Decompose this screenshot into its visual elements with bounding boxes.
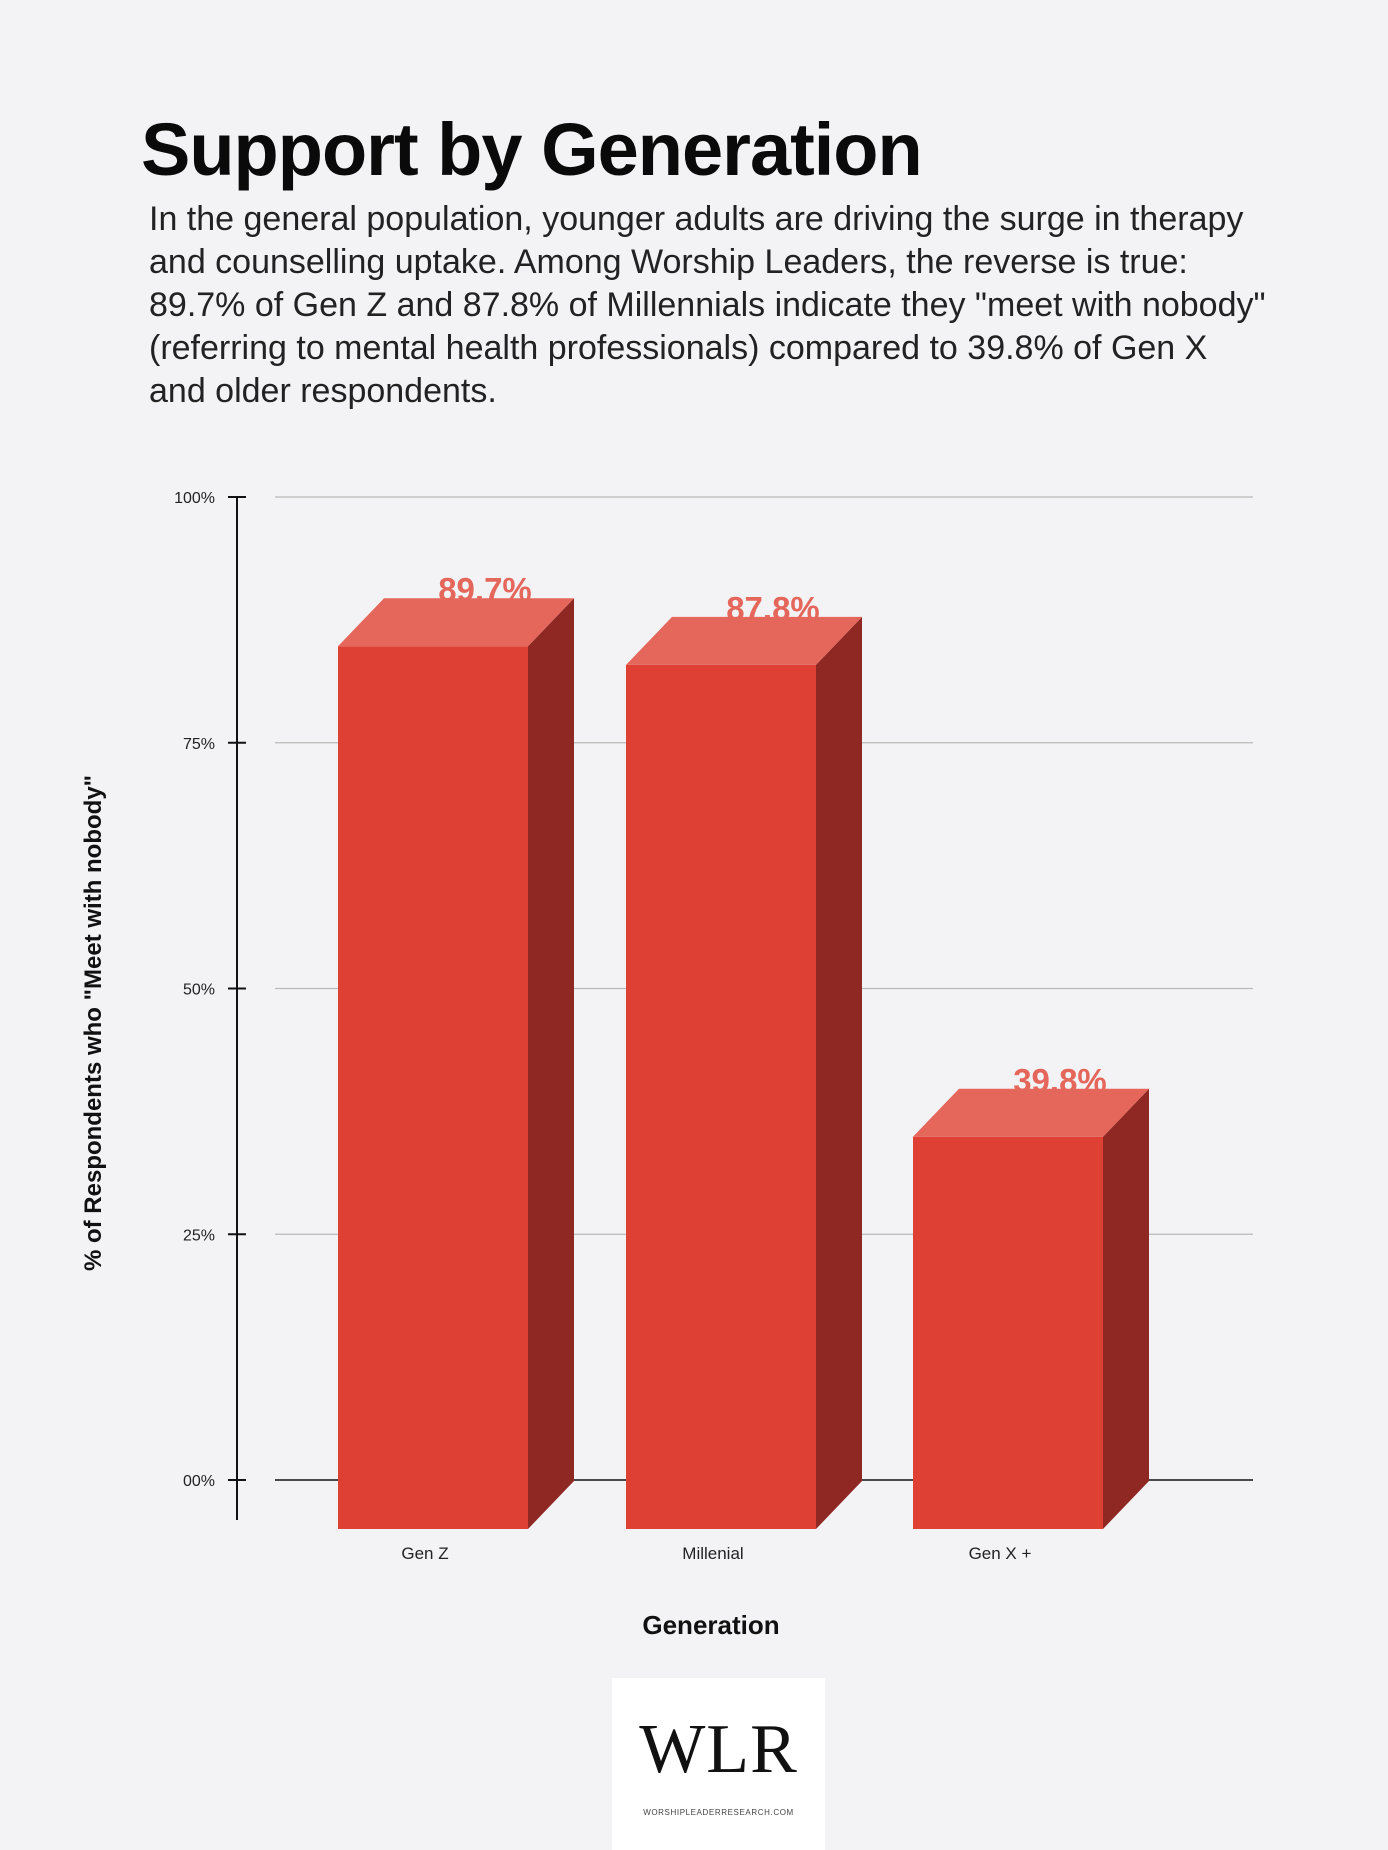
logo-url: WORSHIPLEADERRESEARCH.COM [643,1808,794,1817]
y-tick-label: 75% [183,736,215,753]
data-label: 87.8% [726,590,820,627]
x-axis-title: Generation [642,1610,779,1640]
bar-chart: 00% 25% 50% 75% 100% 89.7% Gen Z 87.8% Millenia… [80,490,1253,1640]
wlr-logo: WLR WORSHIPLEADERRESEARCH.COM [612,1678,825,1850]
bar [913,1088,1149,1529]
x-category-label: Millenial [682,1544,743,1563]
y-tick-label: 50% [183,982,215,999]
bars [338,598,1149,1529]
y-axis-title: % of Respondents who "Meet with nobody" [80,775,107,1271]
y-axis: 00% 25% 50% 75% 100% [174,490,246,1520]
bar-side [528,598,574,1529]
bar-top [338,598,574,647]
bar [338,598,574,1529]
y-tick-label: 25% [183,1227,215,1244]
bar-front [338,646,528,1529]
bar-top [626,616,862,665]
page-title: Support by Generation [141,108,923,191]
bar-side [1103,1088,1149,1529]
x-category-label: Gen Z [401,1544,448,1563]
data-label: 89.7% [438,571,532,608]
y-tick-label: 100% [174,490,215,507]
y-tick-label: 00% [183,1473,215,1490]
bar-side [816,616,862,1529]
bar-top [913,1088,1149,1137]
x-category-label: Gen X + [969,1544,1032,1563]
bar [626,616,862,1529]
page-subtitle: In the general population, younger adult… [149,200,1266,410]
bar-front [626,664,816,1529]
labels: 89.7% Gen Z 87.8% Millenial 39.8% Gen X + Gene… [80,571,1107,1640]
logo-mark: WLR [639,1711,798,1788]
bar-front [913,1136,1103,1529]
data-label: 39.8% [1013,1062,1107,1099]
